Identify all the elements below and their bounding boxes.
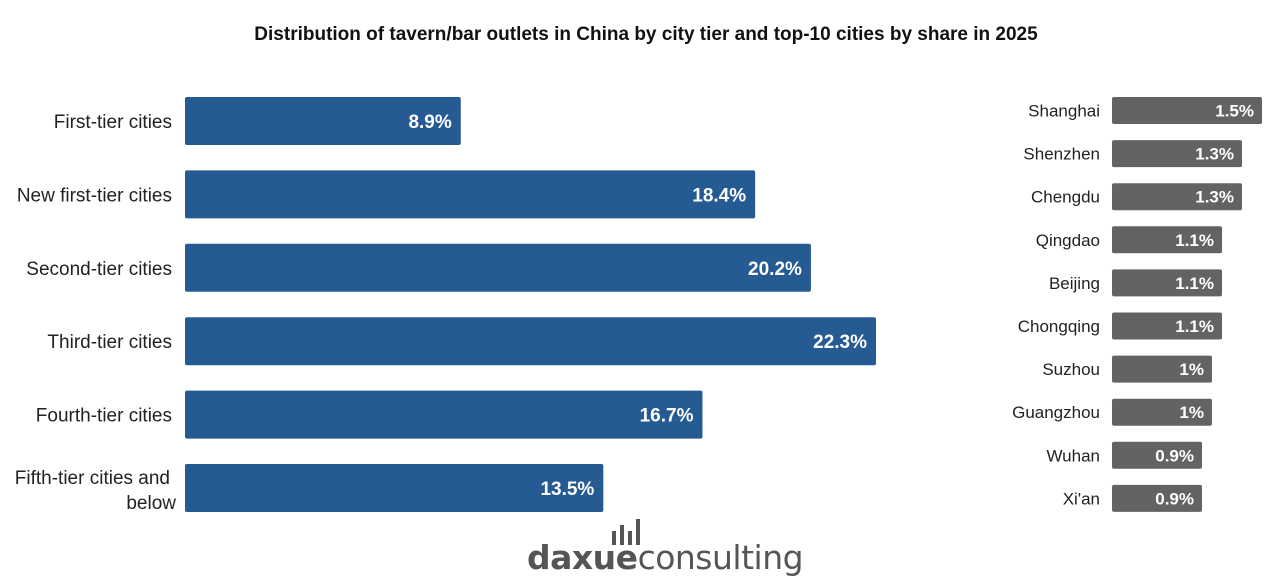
tier-category-label-line: below: [126, 493, 176, 514]
daxue-consulting-logo: daxueconsulting: [527, 519, 804, 577]
logo-text-daxue: daxue: [527, 538, 638, 577]
city-bar: [1112, 355, 1212, 383]
tier-value-label: 16.7%: [640, 406, 694, 427]
city-bar: [1112, 183, 1242, 211]
logo-bar-3: [628, 531, 632, 545]
logo-wordmark: daxueconsulting: [527, 538, 803, 577]
tier-bar-chart: 8.9% First-tier cities 18.4% New first-tier…: [15, 97, 876, 514]
city-value-label: 1.1%: [1175, 317, 1214, 336]
city-bar: [1112, 269, 1222, 297]
tier-value-label: 13.5%: [540, 479, 594, 500]
tier-category-label: New first-tier cities: [17, 185, 172, 206]
city-category-label: Guangzhou: [1012, 403, 1100, 422]
tier-value-label: 22.3%: [813, 332, 867, 353]
tier-bar: [185, 317, 876, 366]
tier-category-label: Third-tier cities: [47, 332, 172, 353]
city-bar: [1112, 312, 1222, 340]
tier-value-label: 18.4%: [692, 185, 746, 206]
tier-value-label: 8.9%: [408, 112, 451, 133]
logo-bar-4: [636, 519, 640, 545]
city-bar: [1112, 441, 1202, 469]
city-bar: [1112, 484, 1202, 512]
tier-category-label: Fifth-tier cities and below: [15, 468, 177, 514]
city-value-label: 1%: [1179, 360, 1204, 379]
city-value-label: 1.5%: [1215, 102, 1254, 121]
city-bar: [1112, 140, 1242, 168]
city-value-label: 1.1%: [1175, 231, 1214, 250]
tier-bar: [185, 243, 811, 292]
tier-bar: [185, 390, 703, 439]
city-value-label: 1.3%: [1195, 188, 1234, 207]
tier-category-label: Second-tier cities: [26, 259, 172, 280]
tier-category-label: Fourth-tier cities: [36, 406, 172, 427]
tier-bar: [185, 170, 756, 219]
logo-bar-1: [612, 531, 616, 545]
city-value-label: 1.1%: [1175, 274, 1214, 293]
city-bar: [1112, 97, 1262, 124]
city-bar: [1112, 226, 1222, 254]
city-category-label: Suzhou: [1042, 360, 1100, 379]
city-bar: [1112, 398, 1212, 426]
chart-title: Distribution of tavern/bar outlets in Ch…: [254, 24, 1038, 45]
city-category-label: Wuhan: [1046, 446, 1100, 465]
city-value-label: 0.9%: [1155, 446, 1194, 465]
city-category-label: Beijing: [1049, 274, 1100, 293]
city-value-label: 0.9%: [1155, 489, 1194, 508]
city-category-label: Chongqing: [1018, 317, 1100, 336]
city-category-label: Shenzhen: [1023, 145, 1100, 164]
logo-text-consulting: consulting: [638, 538, 804, 577]
tier-value-label: 20.2%: [748, 259, 802, 280]
city-category-label: Xi'an: [1063, 489, 1100, 508]
city-bar-chart: 1.5% Shanghai 1.3% Shenzhen 1.3% Chengdu 1.1% Q…: [1012, 97, 1262, 512]
tier-category-label-line: Fifth-tier cities and: [15, 468, 170, 489]
logo-bar-2: [620, 525, 624, 545]
city-value-label: 1%: [1179, 403, 1204, 422]
tier-bar: [185, 464, 604, 512]
tier-bar: [185, 97, 461, 145]
city-category-label: Chengdu: [1031, 188, 1100, 207]
city-value-label: 1.3%: [1195, 145, 1234, 164]
tier-category-label: First-tier cities: [54, 112, 172, 133]
city-category-label: Shanghai: [1028, 102, 1100, 121]
city-category-label: Qingdao: [1036, 231, 1100, 250]
